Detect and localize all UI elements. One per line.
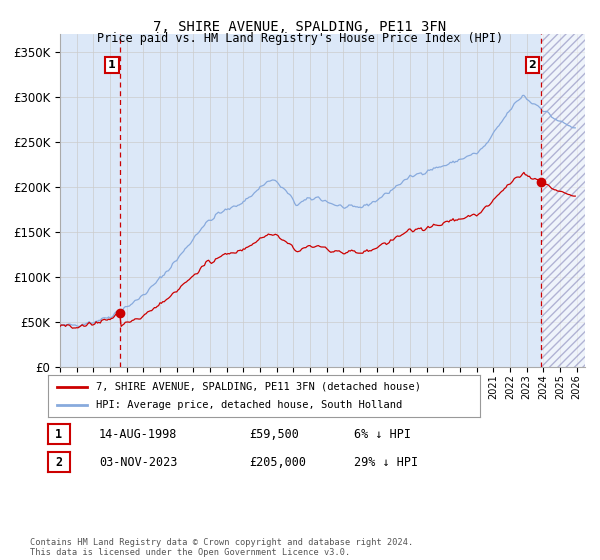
Text: Price paid vs. HM Land Registry's House Price Index (HPI): Price paid vs. HM Land Registry's House …	[97, 32, 503, 45]
Text: 7, SHIRE AVENUE, SPALDING, PE11 3FN: 7, SHIRE AVENUE, SPALDING, PE11 3FN	[154, 20, 446, 34]
Bar	[541, 34, 585, 367]
Text: 1: 1	[55, 427, 62, 441]
Bar	[541, 34, 585, 367]
Text: £205,000: £205,000	[249, 455, 306, 469]
Text: 29% ↓ HPI: 29% ↓ HPI	[354, 455, 418, 469]
Text: 2: 2	[529, 60, 536, 70]
Text: 6% ↓ HPI: 6% ↓ HPI	[354, 427, 411, 441]
Text: 2: 2	[55, 455, 62, 469]
Text: Contains HM Land Registry data © Crown copyright and database right 2024.
This d: Contains HM Land Registry data © Crown c…	[30, 538, 413, 557]
Text: 1: 1	[108, 60, 116, 70]
Text: 7, SHIRE AVENUE, SPALDING, PE11 3FN (detached house): 7, SHIRE AVENUE, SPALDING, PE11 3FN (det…	[95, 382, 421, 392]
Text: £59,500: £59,500	[249, 427, 299, 441]
Text: 03-NOV-2023: 03-NOV-2023	[99, 455, 178, 469]
Text: 14-AUG-1998: 14-AUG-1998	[99, 427, 178, 441]
Text: HPI: Average price, detached house, South Holland: HPI: Average price, detached house, Sout…	[95, 400, 402, 410]
